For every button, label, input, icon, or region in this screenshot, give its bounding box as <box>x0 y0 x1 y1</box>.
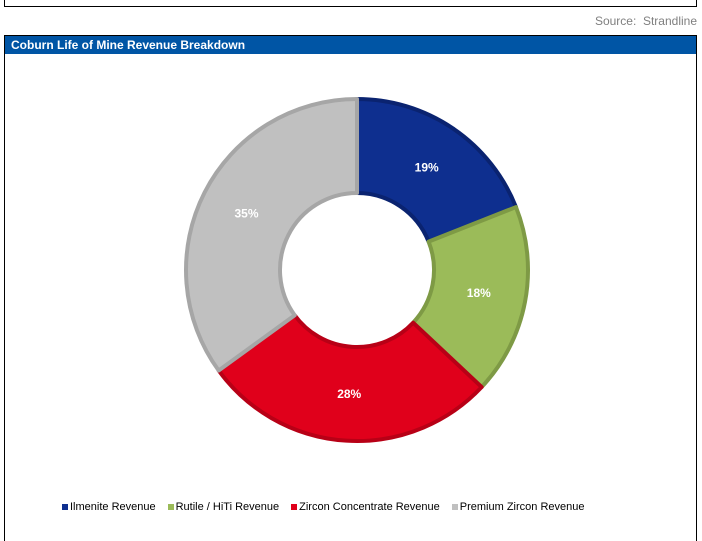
legend-label-ilmenite: Ilmenite Revenue <box>70 501 156 513</box>
donut-slice-rutile <box>411 205 530 390</box>
legend-item-rutile: Rutile / HiTi Revenue <box>167 501 280 513</box>
legend-swatch-premium-zircon <box>451 504 458 510</box>
top-frame <box>4 0 697 7</box>
slice-label-zircon-concentrate: 28% <box>337 387 361 401</box>
legend-label-rutile: Rutile / HiTi Revenue <box>175 501 280 513</box>
legend-swatch-zircon-concentrate <box>291 504 298 510</box>
legend-label-zircon-concentrate: Zircon Concentrate Revenue <box>299 501 440 513</box>
donut-slice-ilmenite <box>355 97 518 244</box>
legend-label-premium-zircon: Premium Zircon Revenue <box>459 501 585 513</box>
panel-title: Coburn Life of Mine Revenue Breakdown <box>5 36 696 55</box>
source-note: Source: Strandline <box>594 14 697 28</box>
slice-label-premium-zircon: 35% <box>234 207 258 221</box>
chart-panel: Coburn Life of Mine Revenue Breakdown 19… <box>4 35 697 541</box>
donut-slice-zircon-concentrate <box>216 313 484 443</box>
slice-label-ilmenite: 19% <box>415 160 439 174</box>
legend-swatch-rutile <box>167 504 174 510</box>
slice-label-rutile: 18% <box>467 286 491 300</box>
legend-swatch-ilmenite <box>62 504 68 510</box>
legend-item-premium-zircon: Premium Zircon Revenue <box>451 501 585 513</box>
donut-chart: 19% 18% 28% 35% <box>184 97 530 443</box>
legend-item-ilmenite: Ilmenite Revenue <box>62 501 156 513</box>
legend-item-zircon-concentrate: Zircon Concentrate Revenue <box>291 501 440 513</box>
donut-slice-premium-zircon <box>184 97 359 373</box>
chart-legend: Ilmenite Revenue Rutile / HiTi Revenue Z… <box>62 501 585 513</box>
